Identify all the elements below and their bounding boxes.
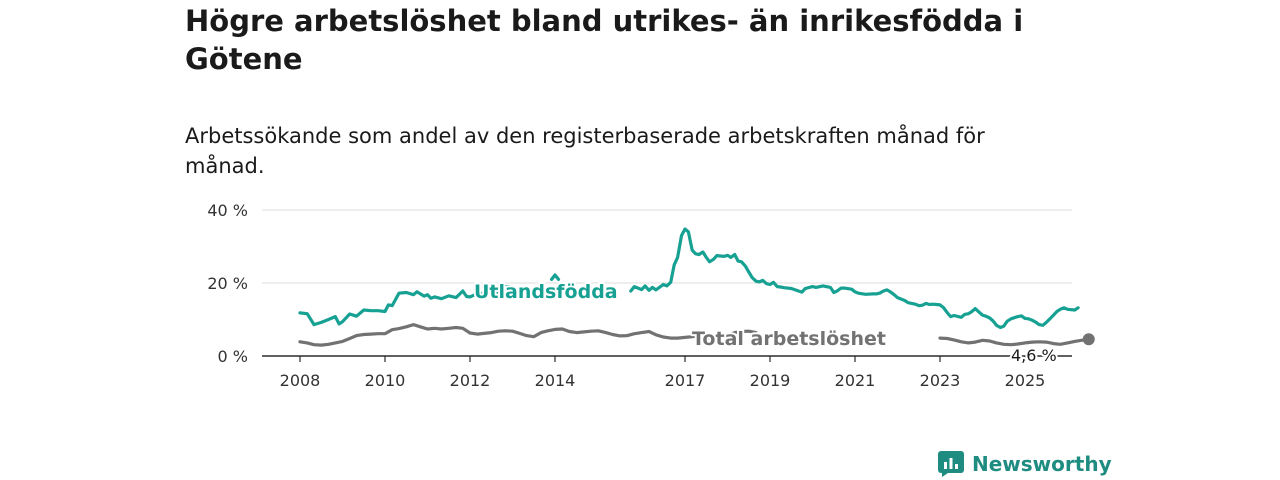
series-line-total xyxy=(298,323,758,347)
newsworthy-logo-icon xyxy=(938,451,964,477)
x-tick-label: 2021 xyxy=(835,371,876,390)
line-chart: 0 % 20 % 40 % 2008 2010 2012 2014 2017 2019 2021… xyxy=(207,201,1095,390)
series-lines xyxy=(298,227,1095,347)
x-tick-label: 2008 xyxy=(280,371,321,390)
y-tick-label: 0 % xyxy=(218,347,248,366)
chart-subtitle: Arbetssökande som andel av den registerb… xyxy=(185,124,985,178)
series-line-utlandsfodda xyxy=(629,227,1080,330)
last-value-label: 4,6 % xyxy=(1011,346,1057,365)
y-tick-label: 20 % xyxy=(207,274,248,293)
y-axis-ticks: 0 % 20 % 40 % xyxy=(207,201,248,366)
last-value-marker xyxy=(1082,333,1095,346)
series-label-total: Total arbetslöshet xyxy=(692,328,886,350)
x-tick-label: 2010 xyxy=(365,371,406,390)
brand-name: Newsworthy xyxy=(972,452,1112,476)
x-tick-label: 2023 xyxy=(920,371,961,390)
x-tick-label: 2014 xyxy=(535,371,576,390)
x-tick-label: 2025 xyxy=(1005,371,1046,390)
series-line-utlandsfodda xyxy=(550,273,561,281)
series-labels: Utlandsfödda Total arbetslöshet 4,6 % xyxy=(472,279,1059,367)
series-label-utlandsfodda: Utlandsfödda xyxy=(474,281,618,303)
series-line-utlandsfodda xyxy=(298,289,501,327)
x-tick-label: 2012 xyxy=(450,371,491,390)
x-tick-label: 2017 xyxy=(665,371,706,390)
chart-title: Högre arbetslöshet bland utrikes- än inr… xyxy=(185,4,1024,76)
x-axis-ticks: 2008 2010 2012 2014 2017 2019 2021 2023 2025 xyxy=(280,356,1046,390)
series-line-total xyxy=(938,336,1091,347)
gridlines xyxy=(262,209,1072,357)
y-tick-label: 40 % xyxy=(207,201,248,220)
x-tick-label: 2019 xyxy=(750,371,791,390)
brand-logo[interactable]: Newsworthy xyxy=(938,449,1112,479)
